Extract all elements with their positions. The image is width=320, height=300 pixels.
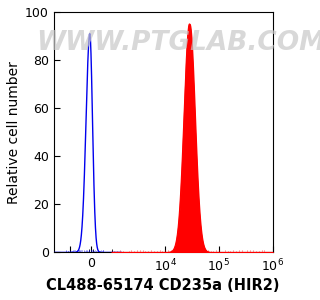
- Y-axis label: Relative cell number: Relative cell number: [7, 61, 21, 204]
- X-axis label: CL488-65174 CD235a (HIR2): CL488-65174 CD235a (HIR2): [46, 278, 280, 293]
- Text: WWW.PTGLAB.COM: WWW.PTGLAB.COM: [36, 30, 320, 56]
